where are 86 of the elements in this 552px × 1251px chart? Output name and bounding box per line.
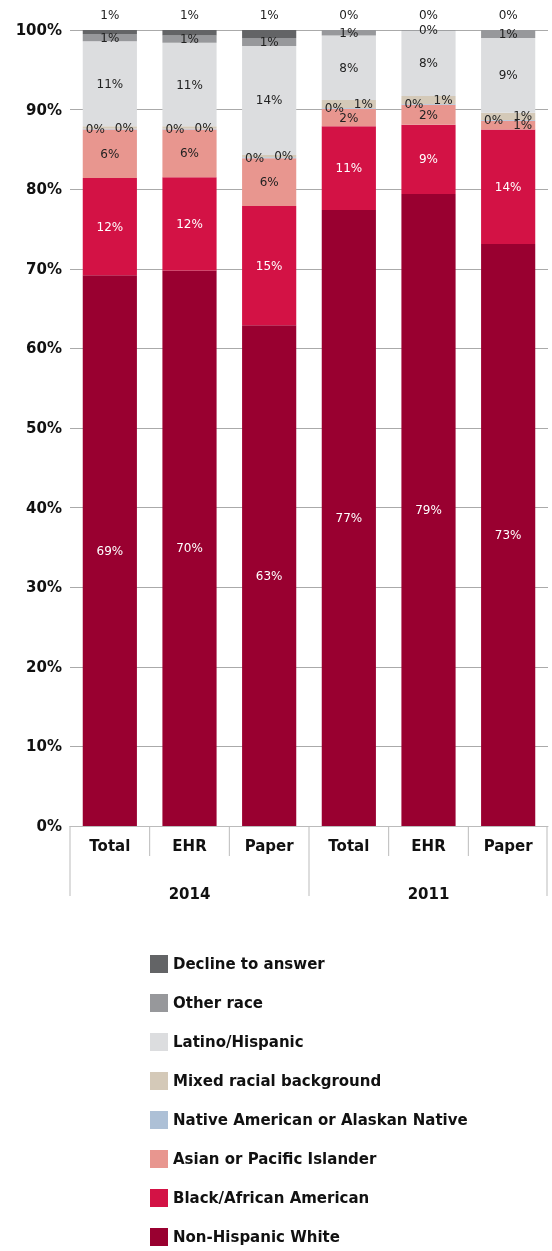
- bar: [481, 129, 536, 245]
- data-label: 0%: [85, 122, 105, 137]
- data-label: 1%: [100, 30, 120, 45]
- bar: [82, 178, 137, 276]
- x-tick-label: EHR: [411, 836, 447, 855]
- data-label: 11%: [96, 76, 124, 91]
- y-tick-label: 50%: [26, 419, 62, 437]
- y-tick-label: 80%: [26, 180, 62, 199]
- legend-label: Decline to answer: [173, 955, 326, 973]
- data-label: 2%: [418, 107, 439, 122]
- data-label: 1%: [259, 34, 279, 49]
- data-label: 0%: [484, 113, 504, 128]
- data-label: 1%: [433, 93, 453, 108]
- data-label: 70%: [176, 541, 203, 556]
- y-tick-label: 70%: [26, 259, 62, 278]
- bar: [401, 124, 456, 194]
- data-label: 73%: [494, 528, 522, 543]
- data-label: 11%: [335, 161, 363, 176]
- data-label: 0%: [418, 8, 439, 22]
- data-label: 6%: [179, 146, 200, 161]
- y-tick-label: 90%: [26, 100, 62, 119]
- legend-label: Non-Hispanic White: [173, 1228, 340, 1246]
- bar: [162, 30, 217, 36]
- legend-label: Asian or Pacific Islander: [173, 1150, 377, 1168]
- legend-label: Latino/Hispanic: [173, 1033, 304, 1051]
- bar: [481, 37, 536, 113]
- bar: [82, 275, 137, 826]
- data-label: 0%: [418, 23, 439, 38]
- x-tick-label: Total: [89, 836, 131, 855]
- data-label: 9%: [498, 68, 518, 83]
- data-label: 0%: [165, 122, 185, 137]
- bar: [242, 325, 297, 826]
- bar: [321, 209, 376, 826]
- data-label: 0%: [274, 149, 294, 164]
- bar: [481, 244, 536, 826]
- legend-label: Other race: [173, 994, 263, 1012]
- y-tick-label: 100%: [15, 21, 62, 39]
- data-label: 0%: [194, 120, 214, 135]
- x-tick-label: EHR: [172, 836, 208, 855]
- bar: [242, 30, 297, 38]
- y-tick-label: 10%: [26, 737, 62, 756]
- data-label: 1%: [259, 8, 279, 22]
- data-label: 0%: [339, 8, 359, 22]
- data-label: 15%: [255, 258, 283, 273]
- y-tick-label: 0%: [36, 817, 62, 835]
- x-tick-label: Total: [328, 836, 370, 855]
- data-label: 11%: [176, 77, 203, 92]
- text: 2011: [407, 884, 450, 903]
- data-label: 0%: [245, 150, 265, 165]
- data-label: 0%: [498, 8, 518, 22]
- legend-label: Mixed racial background: [173, 1072, 382, 1090]
- y-tick-label: 40%: [26, 498, 62, 517]
- bar: [82, 30, 137, 34]
- data-label: 12%: [176, 216, 203, 231]
- bar: [401, 193, 456, 826]
- x-tick-label: Paper: [483, 836, 534, 855]
- data-label: 6%: [100, 146, 120, 161]
- legend-label: Native American or Alaskan Native: [173, 1111, 468, 1129]
- y-tick-label: 30%: [26, 578, 62, 597]
- y-tick-label: 20%: [26, 657, 62, 676]
- bar: [321, 126, 376, 210]
- data-label: 63%: [255, 568, 283, 583]
- bar: [162, 177, 217, 271]
- data-label: 14%: [255, 93, 283, 108]
- bar: [242, 205, 297, 326]
- y-tick-label: 60%: [26, 339, 62, 358]
- data-label: 8%: [339, 60, 359, 75]
- data-label: 1%: [498, 26, 518, 41]
- data-label: 12%: [96, 219, 124, 234]
- bar: [162, 270, 217, 826]
- data-label: 14%: [494, 179, 522, 194]
- legend-label: Black/African American: [173, 1189, 370, 1207]
- data-label: 0%: [114, 120, 134, 135]
- data-label: 79%: [415, 502, 442, 517]
- bar: [321, 35, 376, 101]
- data-label: 1%: [100, 8, 120, 22]
- data-label: 1%: [179, 8, 200, 22]
- data-label: 1%: [179, 32, 200, 47]
- data-label: 9%: [418, 152, 439, 167]
- data-label: 8%: [418, 56, 439, 71]
- data-label: 6%: [259, 175, 279, 190]
- data-label: 69%: [96, 543, 124, 558]
- data-label: 77%: [335, 510, 363, 525]
- data-label: 1%: [353, 97, 373, 112]
- x-tick-label: Paper: [244, 836, 295, 855]
- text: 2014: [168, 884, 211, 903]
